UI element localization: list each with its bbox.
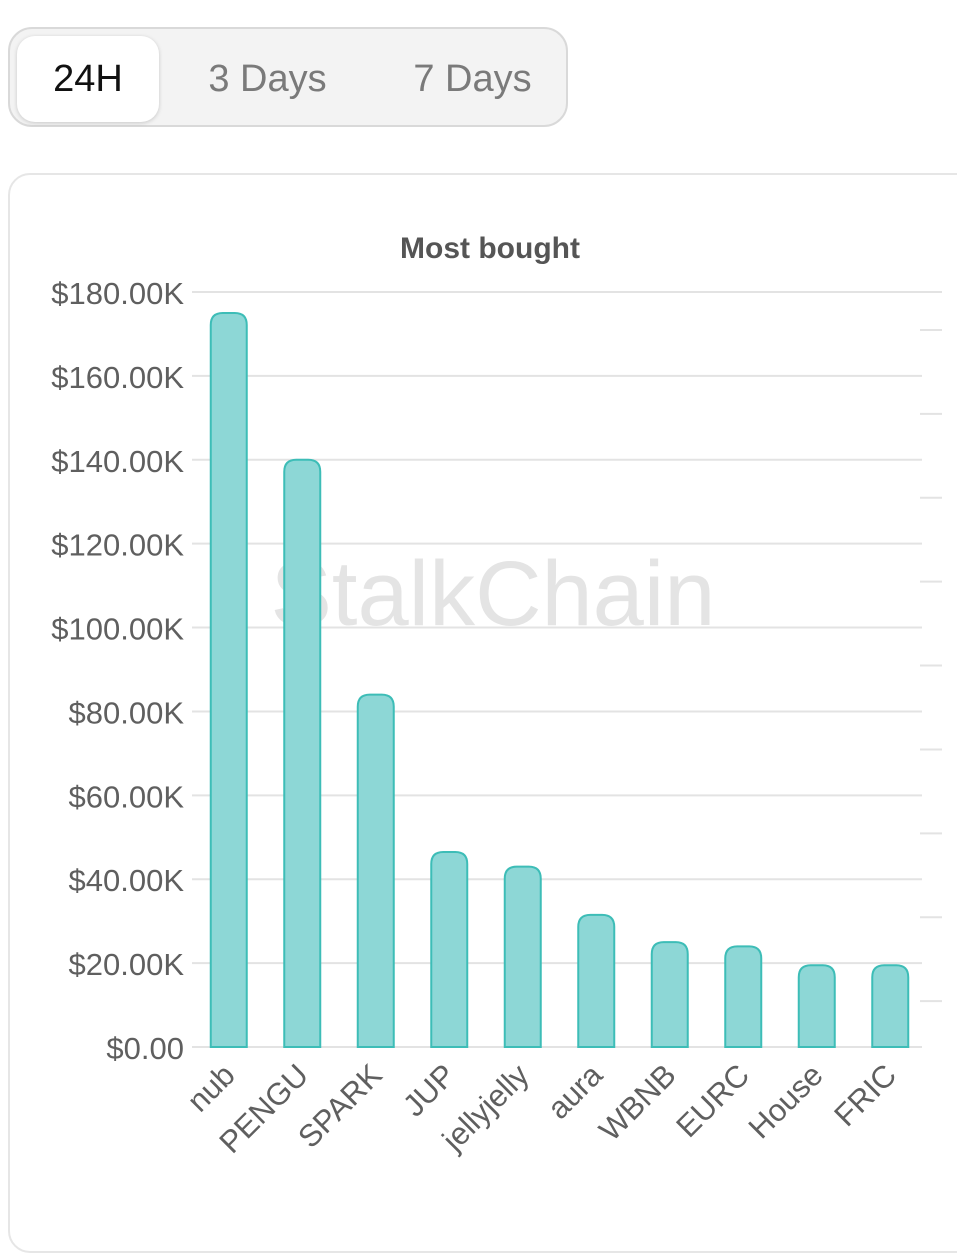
chart-card: Most bought StalkChain $0.00 $20.00K $40.0… <box>8 173 957 1253</box>
time-range-tabs: 24H 3 Days 7 Days <box>8 27 568 127</box>
bar-fric[interactable] <box>871 964 910 1048</box>
bar-house[interactable] <box>797 964 836 1048</box>
y-tick-label: $60.00K <box>69 779 185 814</box>
bar-wbnb[interactable] <box>650 941 689 1048</box>
bars <box>209 311 910 1048</box>
watermark-text: StalkChain <box>271 543 716 645</box>
bar-jellyjelly[interactable] <box>503 865 542 1048</box>
bar-nub[interactable] <box>209 311 248 1048</box>
y-tick-label: $100.00K <box>51 612 184 647</box>
x-tick-label: House <box>742 1057 830 1145</box>
chart-title: Most bought <box>400 232 580 265</box>
x-tick-label: FRIC <box>827 1057 903 1133</box>
bar-pengu[interactable] <box>283 458 322 1048</box>
x-tick-label: JUP <box>396 1057 462 1123</box>
x-tick-label: nub <box>180 1057 241 1118</box>
y-tick-label: $80.00K <box>69 695 185 730</box>
tab-24h[interactable]: 24H <box>17 36 159 122</box>
bar-eurc[interactable] <box>724 945 763 1048</box>
x-tick-label: WBNB <box>592 1057 683 1148</box>
bar-aura[interactable] <box>577 913 616 1048</box>
most-bought-bar-chart: Most bought StalkChain $0.00 $20.00K $40.0… <box>51 232 942 1160</box>
y-tick-label: $140.00K <box>51 444 184 479</box>
x-tick-label: SPARK <box>291 1057 389 1155</box>
y-axis-tick-labels: $0.00 $20.00K $40.00K $60.00K $80.00K $100.00… <box>51 276 184 1066</box>
tab-7-days[interactable]: 7 Days <box>413 57 532 100</box>
bar-spark[interactable] <box>356 693 395 1048</box>
y-tick-label: $0.00 <box>106 1031 184 1066</box>
bar-jup[interactable] <box>430 850 469 1048</box>
y-tick-label: $20.00K <box>69 947 185 982</box>
tab-3-days[interactable]: 3 Days <box>208 57 327 100</box>
y-tick-label: $180.00K <box>51 276 184 311</box>
x-tick-label: EURC <box>669 1057 756 1144</box>
y-tick-label: $160.00K <box>51 360 184 395</box>
y-tick-label: $40.00K <box>69 863 185 898</box>
y-tick-label: $120.00K <box>51 528 184 563</box>
